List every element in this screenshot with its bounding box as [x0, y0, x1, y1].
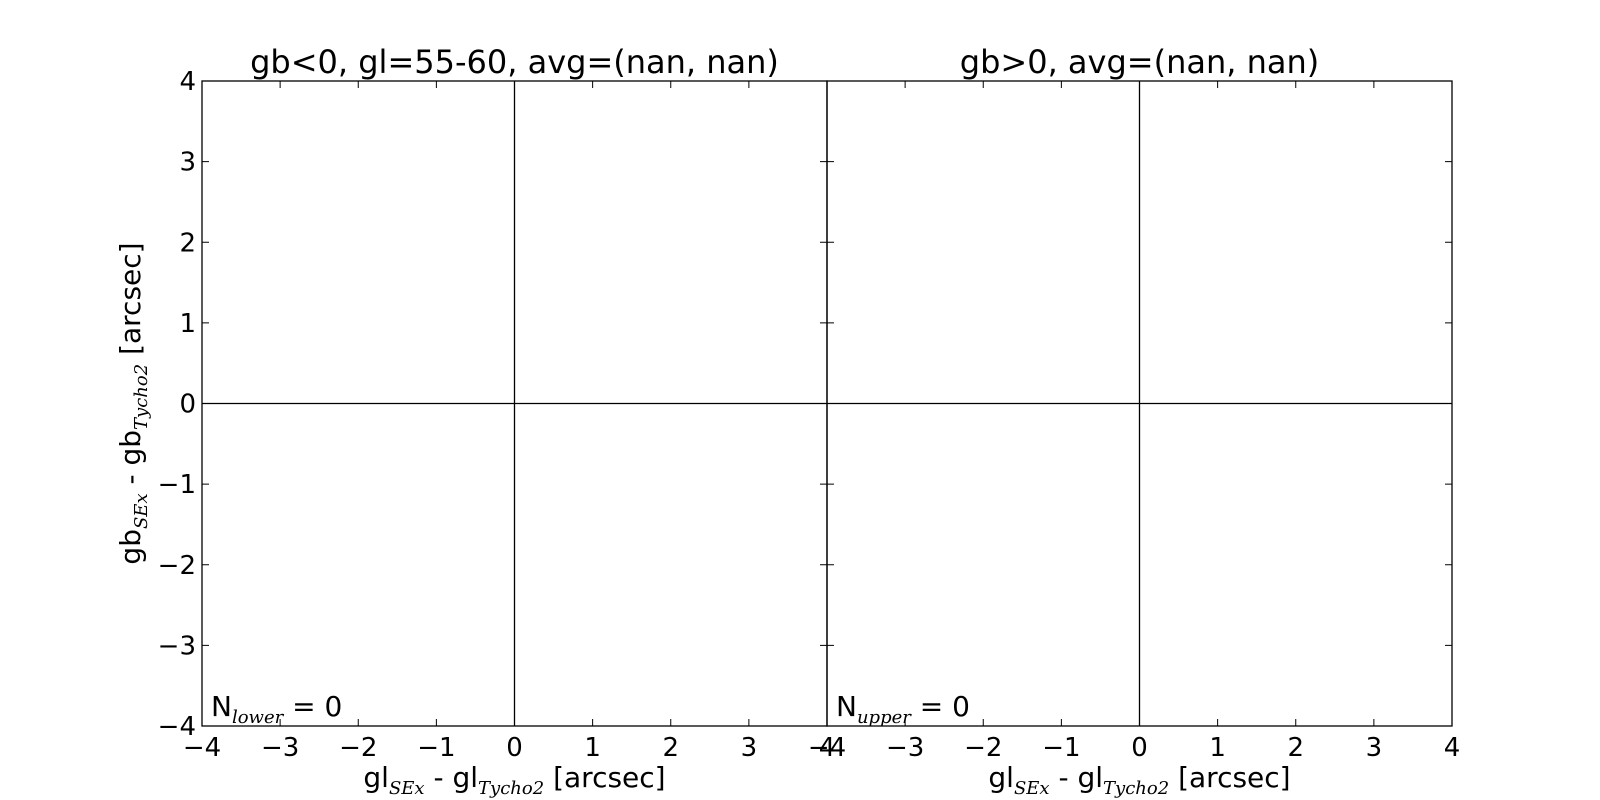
y-axis-label-sub2: Tycho2: [131, 364, 152, 430]
chart-title: gb<0, gl=55-60, avg=(nan, nan): [250, 43, 779, 81]
count-annotation: Nupper = 0: [836, 690, 970, 728]
y-tick-label: 0: [179, 390, 196, 420]
x-axis-label-sub2: Tycho2: [478, 778, 544, 799]
x-axis-label-main: gl: [363, 761, 389, 794]
count-annotation-tail: = 0: [911, 690, 970, 723]
x-tick-label: 0: [1131, 733, 1148, 763]
x-tick-label: −4: [183, 733, 221, 763]
x-axis-label: glSEx - glTycho2 [arcsec]: [988, 761, 1290, 799]
panel-2: −4 −3 −2 −1 0 1 2 3 4 gb>0, avg=(nan, nan) glSEx -…: [808, 43, 1460, 799]
count-annotation-sub: lower: [232, 707, 285, 728]
count-annotation-main: N: [836, 690, 857, 723]
x-tick-label: 1: [584, 733, 601, 763]
y-axis-label-sub1: SEx: [131, 493, 152, 529]
count-annotation: Nlower = 0: [211, 690, 342, 728]
chart-title: gb>0, avg=(nan, nan): [960, 43, 1319, 81]
count-annotation-tail: = 0: [283, 690, 342, 723]
x-tick-label: 1: [1209, 733, 1226, 763]
x-tick-label: 0: [506, 733, 523, 763]
y-tick-label: 3: [179, 148, 196, 178]
count-annotation-sub: upper: [857, 707, 912, 728]
x-axis-label-sub2: Tycho2: [1103, 778, 1169, 799]
count-annotation-main: N: [211, 690, 232, 723]
x-axis-label-mid: - gl: [1050, 761, 1103, 794]
y-axis-label: gbSEx - gbTycho2 [arcsec]: [114, 242, 152, 564]
plot-frame: [826, 80, 1453, 727]
x-tick-label: −3: [886, 733, 924, 763]
x-tick-label: 4: [819, 733, 836, 763]
x-axis-label-tail: [arcsec]: [544, 761, 665, 794]
y-tick-label: −1: [158, 470, 196, 500]
x-axis-label-sub1: SEx: [389, 778, 425, 799]
x-tick-label: −3: [261, 733, 299, 763]
x-axis-label-main: gl: [988, 761, 1014, 794]
y-tick-label: −4: [158, 712, 196, 742]
x-axis-label-sub1: SEx: [1014, 778, 1050, 799]
x-tick-label: −2: [339, 733, 377, 763]
y-tick-label: −3: [158, 631, 196, 661]
x-tick-label: 4: [1444, 733, 1461, 763]
x-tick-label: −1: [1042, 733, 1080, 763]
x-tick-label: −2: [964, 733, 1002, 763]
y-tick-label: 2: [179, 228, 196, 258]
y-tick-label: 1: [179, 309, 196, 339]
x-axis-label: glSEx - glTycho2 [arcsec]: [363, 761, 665, 799]
y-tick-label: −2: [158, 551, 196, 581]
y-axis-label-tail: [arcsec]: [114, 242, 147, 363]
x-tick-label: 2: [662, 733, 679, 763]
y-tick-label: 4: [179, 67, 196, 97]
panel-1: −4 −3 −2 −1 0 1 2 3 4 −4 −3 −2 −1 0 1 2 3 4 gb<0, gl=55-60…: [114, 43, 835, 799]
x-axis-label-mid: - gl: [425, 761, 478, 794]
y-axis-label-main: gb: [114, 529, 147, 565]
x-tick-label: 2: [1287, 733, 1304, 763]
x-tick-label: 3: [741, 733, 758, 763]
x-tick-label: −1: [417, 733, 455, 763]
y-axis-label-mid: - gb: [114, 430, 147, 493]
x-axis-label-tail: [arcsec]: [1169, 761, 1290, 794]
x-tick-label: −4: [808, 733, 846, 763]
x-tick-label: 3: [1366, 733, 1383, 763]
